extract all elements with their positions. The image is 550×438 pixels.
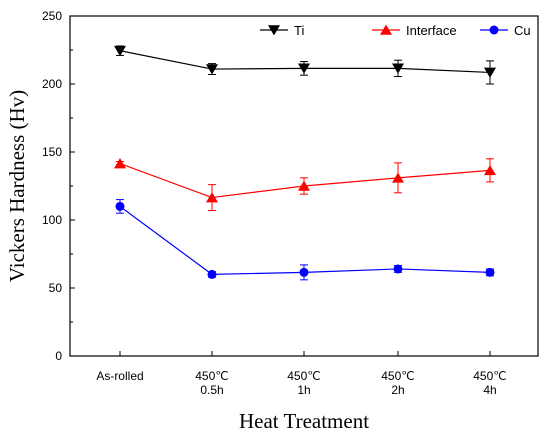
series-layer [114, 45, 496, 281]
series-interface [114, 158, 496, 211]
series-ti [114, 45, 496, 85]
data-point-ti [114, 45, 126, 57]
legend-label-cu: Cu [514, 23, 531, 38]
x-tick-label: 2h [391, 383, 404, 397]
x-tick-label: 0.5h [200, 383, 223, 397]
series-line-cu [119, 205, 491, 276]
data-point-interface [206, 192, 218, 203]
legend: Ti Interface Cu [260, 23, 531, 38]
x-tick-label: 450℃ [287, 369, 321, 383]
data-point-interface [114, 158, 126, 169]
y-axis-title: Vickers Hardness (Hv) [5, 90, 29, 282]
data-point-interface [298, 180, 310, 191]
data-point-interface [392, 172, 404, 183]
data-point-cu [485, 267, 495, 277]
y-tick-label: 50 [49, 281, 63, 295]
data-point-cu [207, 269, 217, 279]
data-point-ti [392, 63, 404, 74]
data-point-cu [393, 264, 403, 274]
y-tick-label: 200 [42, 77, 62, 91]
series-cu [115, 199, 495, 281]
legend-marker-interface [380, 24, 392, 35]
data-point-cu [115, 201, 125, 211]
y-axis: 0 50 100 150 200 250 [42, 9, 75, 363]
data-point-ti [206, 64, 218, 75]
x-tick-label: 1h [297, 383, 310, 397]
legend-label-ti: Ti [294, 23, 304, 38]
y-tick-label: 0 [55, 349, 62, 363]
data-point-cu [299, 267, 309, 277]
y-tick-label: 250 [42, 9, 62, 23]
x-axis-title: Heat Treatment [239, 409, 369, 433]
data-point-ti [298, 63, 310, 74]
y-tick-label: 150 [42, 145, 62, 159]
legend-label-interface: Interface [406, 23, 457, 38]
legend-marker-ti [268, 25, 280, 36]
series-line-interface [119, 162, 491, 199]
x-tick-label: 4h [483, 383, 496, 397]
data-point-interface [484, 164, 496, 176]
x-tick-label: 450℃ [195, 369, 229, 383]
x-tick-label: As-rolled [96, 369, 143, 383]
legend-marker-cu [489, 25, 499, 35]
data-point-ti [484, 67, 496, 78]
x-tick-label: 450℃ [473, 369, 507, 383]
x-tick-label: 450℃ [381, 369, 415, 383]
y-tick-label: 100 [42, 213, 62, 227]
